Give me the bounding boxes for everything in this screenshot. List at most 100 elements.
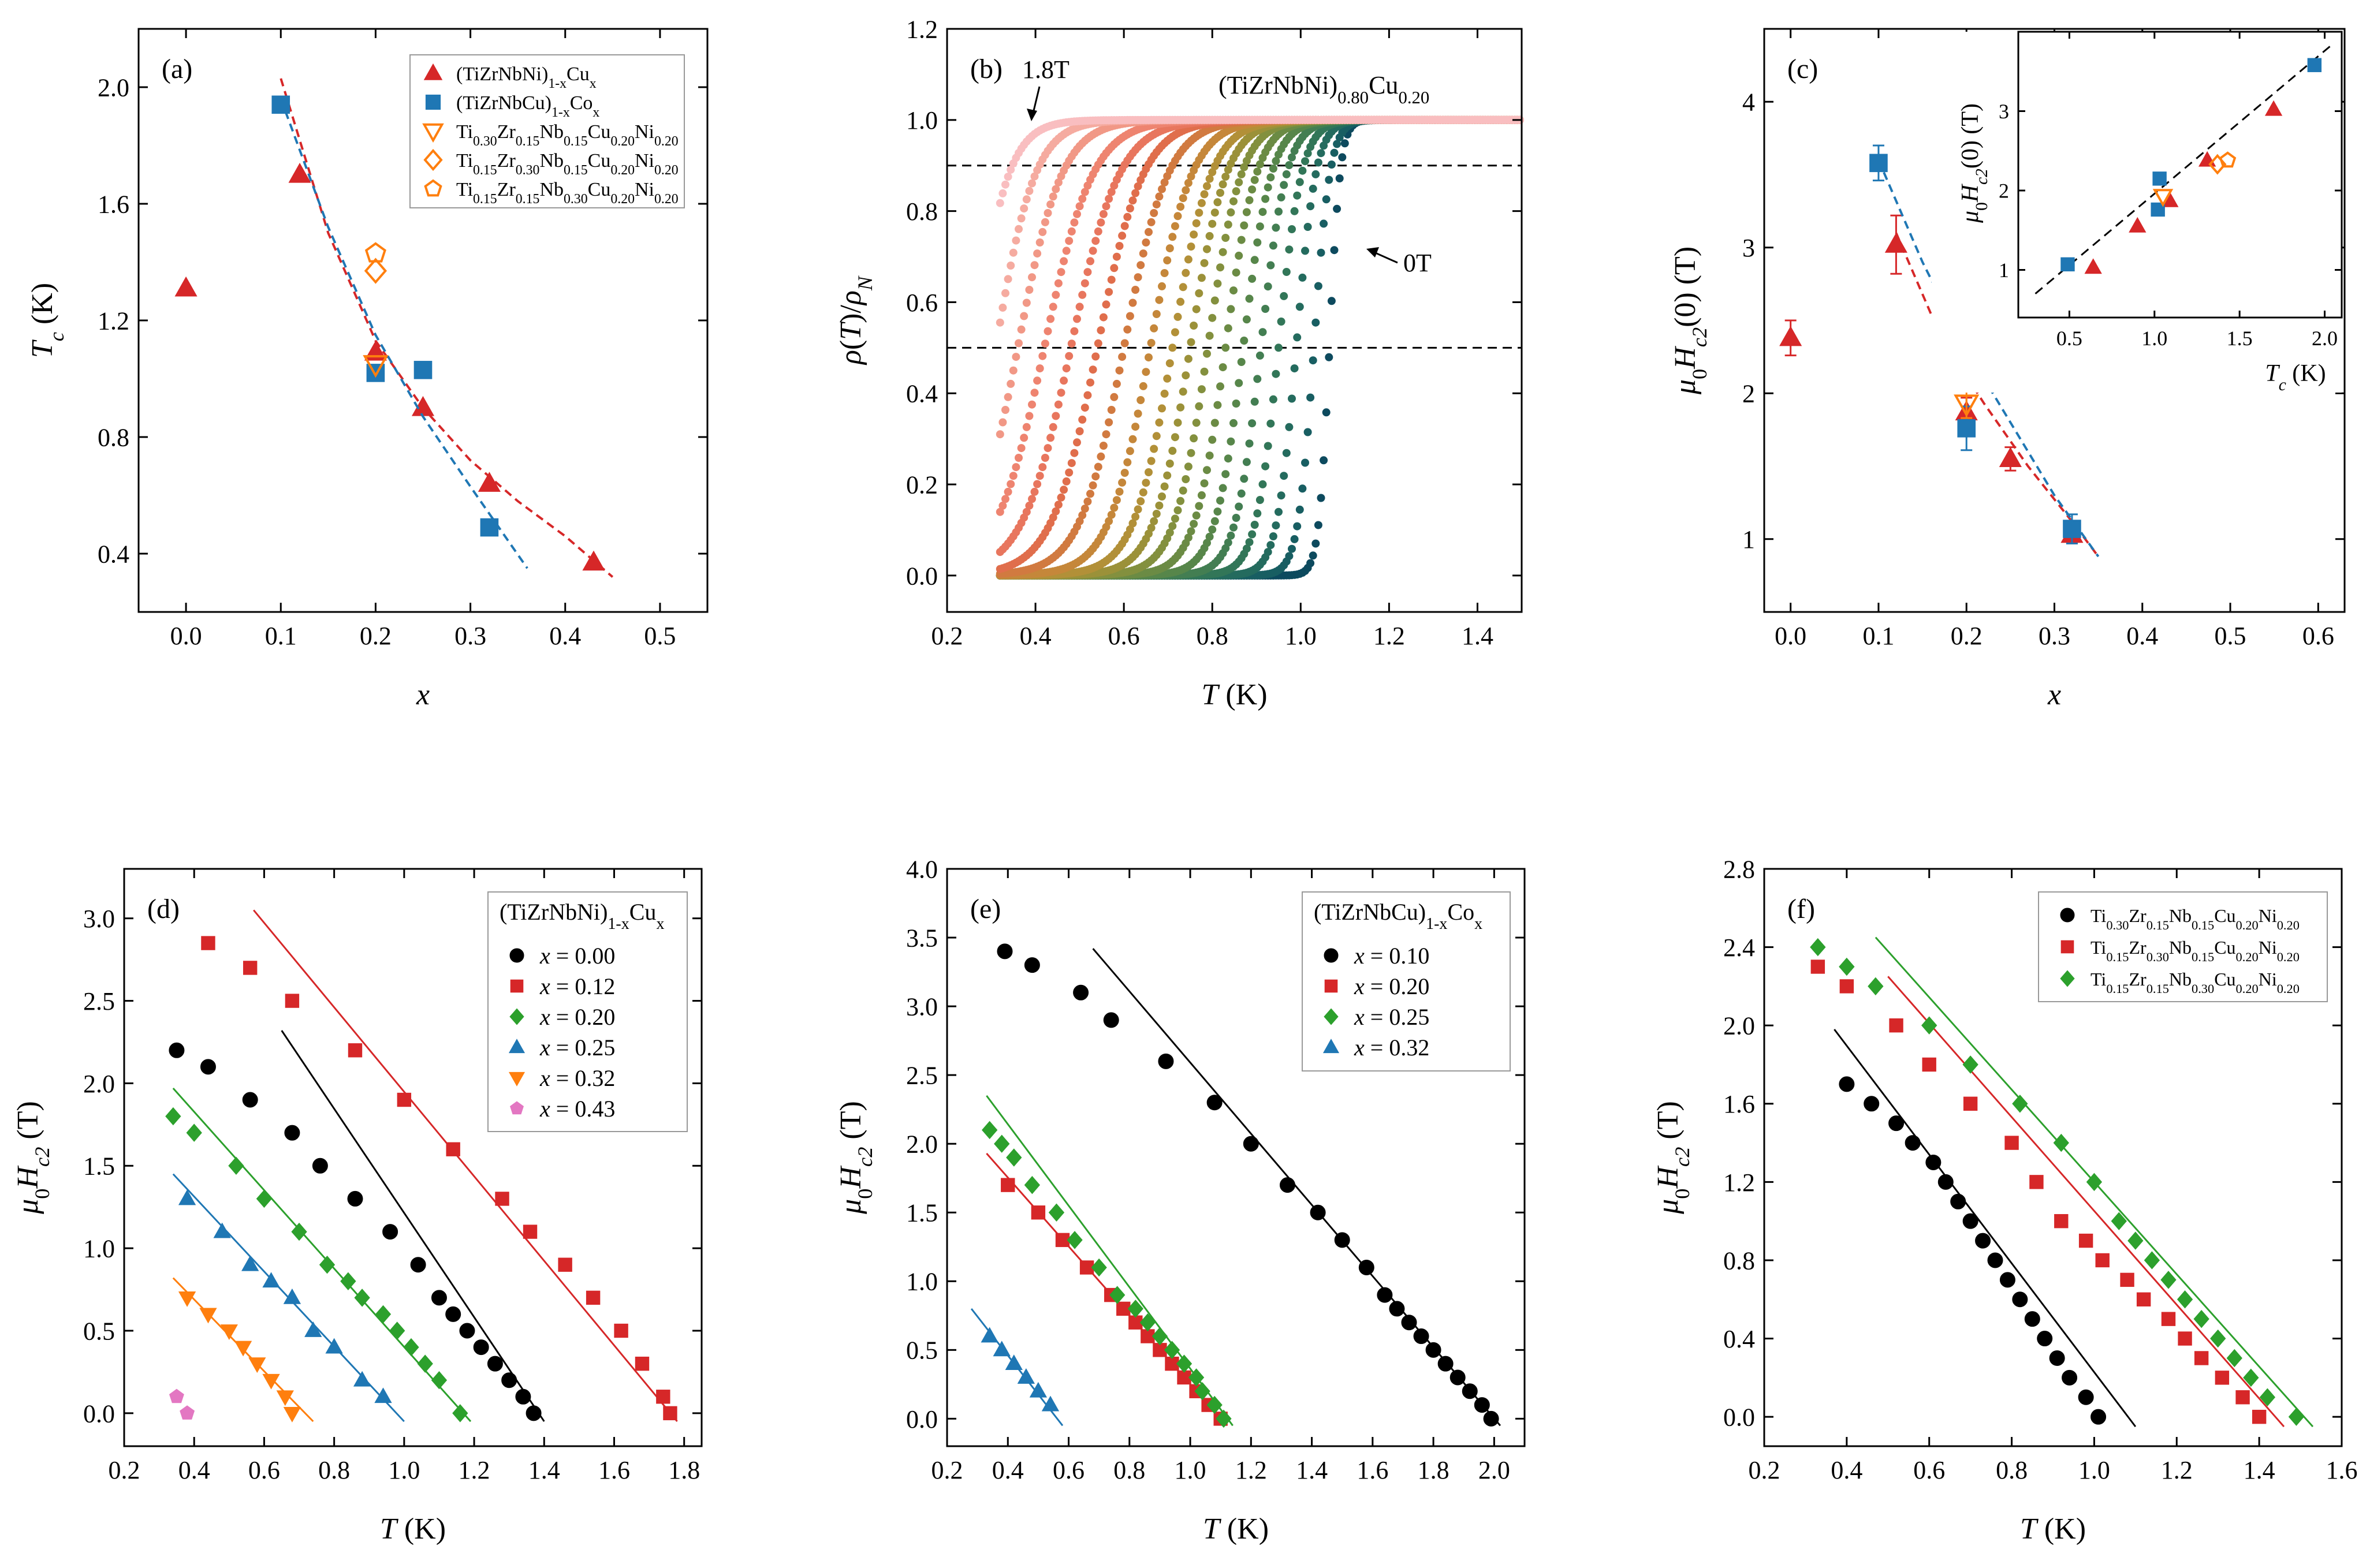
resistance-point: [1224, 324, 1232, 333]
y-tick-label: 1.2: [906, 15, 938, 43]
data-point: [256, 1189, 273, 1208]
y-tick-label: 3: [1742, 234, 1755, 262]
resistance-point: [1033, 480, 1042, 488]
resistance-point: [1200, 367, 1209, 376]
resistance-point: [1160, 269, 1169, 277]
resistance-point: [1015, 339, 1023, 348]
x-tick-label: 0.3: [2039, 622, 2070, 650]
resistance-point: [1107, 188, 1116, 196]
resistance-point: [1110, 503, 1119, 512]
fit-line: [281, 1030, 545, 1422]
resistance-point: [1115, 242, 1124, 250]
data-point: [1954, 394, 1980, 417]
x-tick-label: 1.5: [2227, 327, 2253, 350]
resistance-point: [1266, 541, 1275, 550]
resistance-point: [1046, 200, 1055, 209]
resistance-point: [996, 199, 1004, 207]
y-tick-label: 3.0: [83, 905, 115, 933]
legend-entry: x = 0.43: [539, 1096, 615, 1122]
resistance-point: [998, 303, 1007, 312]
resistance-point: [1086, 378, 1094, 387]
resistance-point: [1171, 222, 1179, 230]
resistance-point: [1232, 514, 1240, 522]
resistance-point: [1052, 412, 1060, 420]
data-point: [2210, 1329, 2226, 1348]
resistance-point: [1208, 313, 1217, 322]
resistance-point: [1131, 286, 1140, 294]
data-point: [445, 1306, 461, 1322]
y-axis-label: μ0Hc2(0) (T): [1669, 247, 1711, 395]
resistance-point: [1089, 247, 1097, 255]
resistance-point: [1314, 282, 1322, 290]
data-point: [262, 1373, 280, 1390]
resistance-point: [1086, 257, 1094, 266]
data-point: [1425, 1342, 1441, 1358]
resistance-point: [1145, 353, 1153, 362]
resistance-point: [1105, 418, 1113, 427]
resistance-point: [1028, 495, 1036, 503]
legend: (TiZrNbNi)1-xCux x = 0.00 x = 0.12 x = 0.20…: [487, 891, 688, 1132]
resistance-point: [1285, 161, 1294, 169]
resistance-point: [1083, 391, 1092, 400]
x-tick-label: 0.6: [1053, 1456, 1085, 1484]
data-point: [178, 1189, 196, 1205]
data-point: [1437, 1356, 1454, 1372]
resistance-point: [1007, 480, 1015, 488]
resistance-point: [1224, 454, 1232, 463]
resistance-point: [1097, 326, 1105, 335]
resistance-point: [1173, 506, 1182, 514]
y-tick-label: 2.0: [906, 1130, 938, 1159]
resistance-point: [1205, 232, 1214, 240]
resistance-point: [1128, 196, 1137, 205]
data-point: [2235, 1390, 2250, 1405]
resistance-point: [1333, 204, 1341, 213]
x-axis-label: T (K): [2020, 1513, 2086, 1545]
resistance-point: [1025, 286, 1034, 294]
data-point: [1188, 1368, 1205, 1387]
x-tick-label: 0.4: [178, 1456, 210, 1484]
data-point: [2136, 1292, 2151, 1306]
x-tick-label: 1.4: [1462, 622, 1493, 650]
resistance-point: [1163, 471, 1172, 480]
data-point: [288, 162, 311, 183]
resistance-point: [1004, 393, 1012, 401]
resistance-point: [1237, 170, 1246, 178]
resistance-point: [1235, 502, 1243, 511]
resistance-point: [1105, 195, 1113, 203]
legend-entry: x = 0.10: [1354, 943, 1429, 969]
data-point: [558, 1257, 572, 1272]
data-point: [982, 1121, 998, 1140]
x-tick-label: 1.6: [2326, 1456, 2358, 1484]
panel-label: (b): [970, 54, 1003, 84]
x-tick-label: 1.2: [1235, 1456, 1267, 1484]
legend: (TiZrNbCu)1-xCox x = 0.10 x = 0.20 x = 0.25…: [1302, 891, 1511, 1072]
y-tick-label: 0.5: [906, 1336, 938, 1365]
resistance-point: [1150, 517, 1158, 525]
data-point: [1006, 1148, 1022, 1167]
y-tick-label: 1.0: [906, 1268, 938, 1296]
x-tick-label: 1.4: [1296, 1456, 1328, 1484]
resistance-point: [1004, 487, 1012, 496]
x-tick-label: 1.2: [459, 1456, 490, 1484]
legend-marker: [508, 1072, 526, 1087]
resistance-point: [1192, 219, 1201, 227]
data-point: [1962, 1055, 1978, 1074]
resistance-point: [1152, 200, 1161, 209]
panel-b: 0.2 0.4 0.6 0.8 1.0 1.2 1.4 0.0 0.2 0.4 0.6 0.8 1.0 1…: [834, 15, 1524, 711]
resistance-point: [1020, 312, 1029, 320]
data-point: [2120, 1272, 2134, 1287]
data-point: [1975, 1233, 1991, 1249]
resistance-point: [1176, 403, 1185, 412]
resistance-point: [1229, 419, 1238, 427]
resistance-point: [1227, 305, 1235, 313]
resistance-point: [1112, 379, 1121, 388]
resistance-point: [1094, 462, 1102, 471]
legend-entry: x = 0.00: [539, 943, 615, 969]
resistance-point: [1301, 247, 1309, 255]
resistance-point: [1171, 514, 1179, 523]
y-tick-label: 2.5: [83, 987, 115, 1016]
resistance-point: [1044, 444, 1052, 453]
x-tick-label: 0.5: [2056, 327, 2082, 350]
resistance-point: [1078, 511, 1087, 520]
resistance-point: [1160, 389, 1169, 398]
